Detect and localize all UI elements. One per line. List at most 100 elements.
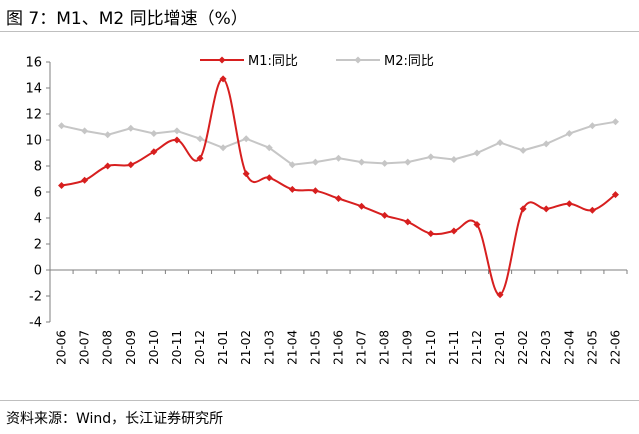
x-tick-label: 21-02 — [239, 330, 253, 365]
data-point — [358, 158, 366, 166]
data-point — [542, 205, 550, 213]
x-tick-label: 21-07 — [355, 330, 369, 365]
x-tick-label: 22-01 — [493, 330, 507, 365]
x-tick-label: 20-06 — [55, 330, 69, 365]
data-point — [58, 182, 66, 189]
data-point — [381, 211, 389, 219]
data-point — [288, 185, 296, 193]
x-tick-label: 20-08 — [101, 330, 115, 365]
x-tick-label: 20-09 — [124, 330, 138, 365]
x-tick-label: 22-04 — [562, 330, 576, 365]
title-divider — [0, 31, 639, 32]
data-point — [335, 154, 342, 162]
x-tick-label: 21-01 — [216, 330, 230, 365]
data-point — [565, 130, 573, 137]
data-point — [242, 135, 250, 143]
data-point — [173, 127, 181, 135]
m2-series — [58, 118, 619, 169]
x-tick-label: 21-12 — [470, 330, 484, 365]
y-tick-label: 4 — [34, 212, 42, 227]
data-point — [588, 122, 596, 130]
x-tick-label: 21-04 — [285, 330, 299, 365]
legend-swatch-marker — [354, 56, 362, 64]
data-point — [404, 158, 412, 166]
data-point — [565, 200, 573, 208]
data-point — [265, 144, 273, 152]
legend-swatch-marker — [218, 56, 226, 64]
legend: M1:同比 M2:同比 — [200, 54, 434, 69]
y-tick-label: 12 — [25, 108, 42, 123]
x-tick-label: 20-10 — [147, 330, 161, 365]
data-point — [104, 162, 112, 170]
data-point — [58, 122, 66, 130]
data-point — [219, 144, 227, 152]
data-point — [427, 230, 435, 238]
y-tick-label: 2 — [34, 238, 42, 253]
data-point — [496, 139, 504, 147]
m1-series — [58, 75, 619, 299]
data-point — [196, 154, 204, 162]
data-point — [542, 140, 550, 148]
x-tick-label: 22-06 — [608, 330, 622, 365]
axes: 16 14 12 10 8 6 4 2 0 -2 -4 20-06 20-07 20-08 20-09 20-… — [25, 56, 628, 365]
series-line — [61, 77, 617, 296]
x-tick-label: 22-05 — [585, 330, 599, 365]
data-point — [611, 191, 619, 199]
data-point — [104, 131, 112, 139]
data-point — [288, 161, 296, 169]
data-point — [450, 156, 458, 163]
data-point — [219, 75, 227, 83]
y-tick-label: 0 — [34, 264, 42, 279]
line-chart: 16 14 12 10 8 6 4 2 0 -2 -4 20-06 20-07 20-08 20-09 20-… — [25, 54, 628, 365]
x-tick-label: 21-09 — [401, 330, 415, 365]
data-point — [81, 127, 89, 135]
x-tick-label: 22-02 — [516, 330, 530, 365]
x-tick-label: 20-07 — [78, 330, 92, 365]
x-tick-label: 21-05 — [308, 330, 322, 365]
data-point — [450, 227, 458, 235]
data-point — [311, 158, 319, 166]
x-tick-label: 21-11 — [447, 330, 461, 365]
y-tick-label: 6 — [34, 186, 42, 201]
x-tick-label: 20-12 — [193, 330, 207, 365]
legend-label: M2:同比 — [384, 54, 434, 69]
y-tick-label: 10 — [25, 134, 42, 149]
x-tick-label: 21-03 — [262, 330, 276, 365]
data-point — [242, 170, 250, 178]
data-point — [127, 161, 135, 169]
data-point — [311, 187, 319, 195]
data-point — [611, 118, 619, 126]
data-point — [127, 124, 135, 132]
x-tick-label: 21-06 — [332, 330, 346, 365]
y-tick-label: 8 — [34, 160, 42, 175]
y-tick-label: -2 — [29, 290, 42, 305]
data-point — [81, 176, 89, 184]
data-point — [150, 130, 158, 137]
data-point — [496, 291, 504, 299]
data-point — [473, 149, 481, 157]
data-point — [150, 148, 158, 156]
data-point — [358, 202, 366, 210]
data-point — [404, 218, 412, 226]
x-tick-label: 22-03 — [539, 330, 553, 365]
x-tick-label: 20-11 — [170, 330, 184, 365]
legend-label: M1:同比 — [248, 54, 298, 69]
x-tick-label: 21-08 — [378, 330, 392, 365]
y-tick-label: 14 — [25, 82, 42, 97]
data-point — [519, 146, 527, 154]
data-point — [427, 153, 435, 161]
data-point — [335, 195, 342, 202]
figure-source: 资料来源：Wind，长江证券研究所 — [6, 411, 224, 427]
y-tick-label: -4 — [29, 316, 42, 331]
figure-title: 图 7：M1、M2 同比增速（%） — [6, 9, 248, 29]
data-point — [588, 206, 596, 214]
data-point — [519, 205, 527, 213]
data-point — [381, 159, 389, 167]
data-point — [173, 136, 181, 144]
data-point — [473, 221, 481, 228]
data-point — [196, 135, 204, 143]
y-tick-label: 16 — [25, 56, 42, 71]
x-tick-label: 21-10 — [424, 330, 438, 365]
data-point — [265, 174, 273, 182]
source-divider — [0, 400, 639, 401]
